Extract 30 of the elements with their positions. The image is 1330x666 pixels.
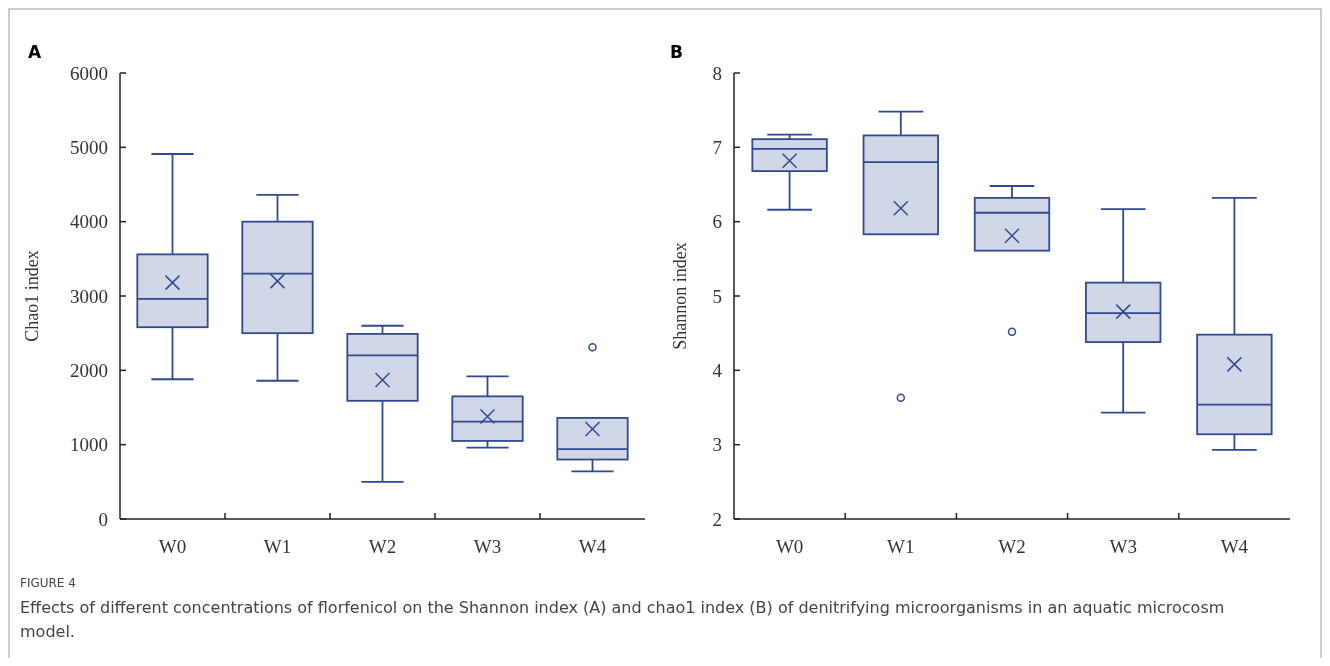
y-axis-title: Chao1 index [22, 250, 42, 342]
x-tick-label: W1 [263, 536, 292, 557]
y-tick-label: 6 [712, 211, 722, 233]
y-tick-label: 5 [712, 285, 722, 307]
y-tick-label: 5000 [70, 136, 108, 158]
x-tick-label: W0 [775, 536, 804, 557]
y-axis-title: Shannon index [670, 242, 690, 350]
y-tick-label: 0 [98, 508, 108, 530]
x-tick-label: W4 [1220, 536, 1249, 557]
y-tick-label: 2000 [70, 359, 108, 381]
text: Effects of different concentrations of florfenicol on the Shannon index (A) and chao1 index (B) of denitrifying microorganisms in an aquatic microcosm model. [20, 597, 1226, 643]
y-tick-label: 7 [712, 136, 722, 158]
x-tick-label: W0 [158, 536, 187, 557]
y-tick-label: 2 [712, 508, 722, 530]
caption: FIGURE 4 [20, 575, 77, 592]
y-tick-label: 4 [712, 359, 723, 381]
x-tick-label: W2 [998, 536, 1026, 557]
x-tick-label: W1 [887, 536, 915, 557]
chart-title: B [670, 42, 683, 62]
y-tick-label: 6000 [70, 62, 108, 84]
y-tick-label: 3 [712, 434, 722, 456]
x-tick-label: W3 [473, 536, 502, 557]
y-tick-label: 4000 [70, 211, 108, 233]
y-tick-label: 3000 [70, 285, 108, 307]
x-tick-label: W4 [578, 536, 607, 557]
x-tick-label: W3 [1109, 536, 1137, 557]
chart-title: A [28, 42, 42, 62]
y-tick-label: 8 [712, 62, 722, 84]
y-tick-label: 1000 [70, 434, 108, 456]
x-tick-label: W2 [368, 536, 397, 557]
